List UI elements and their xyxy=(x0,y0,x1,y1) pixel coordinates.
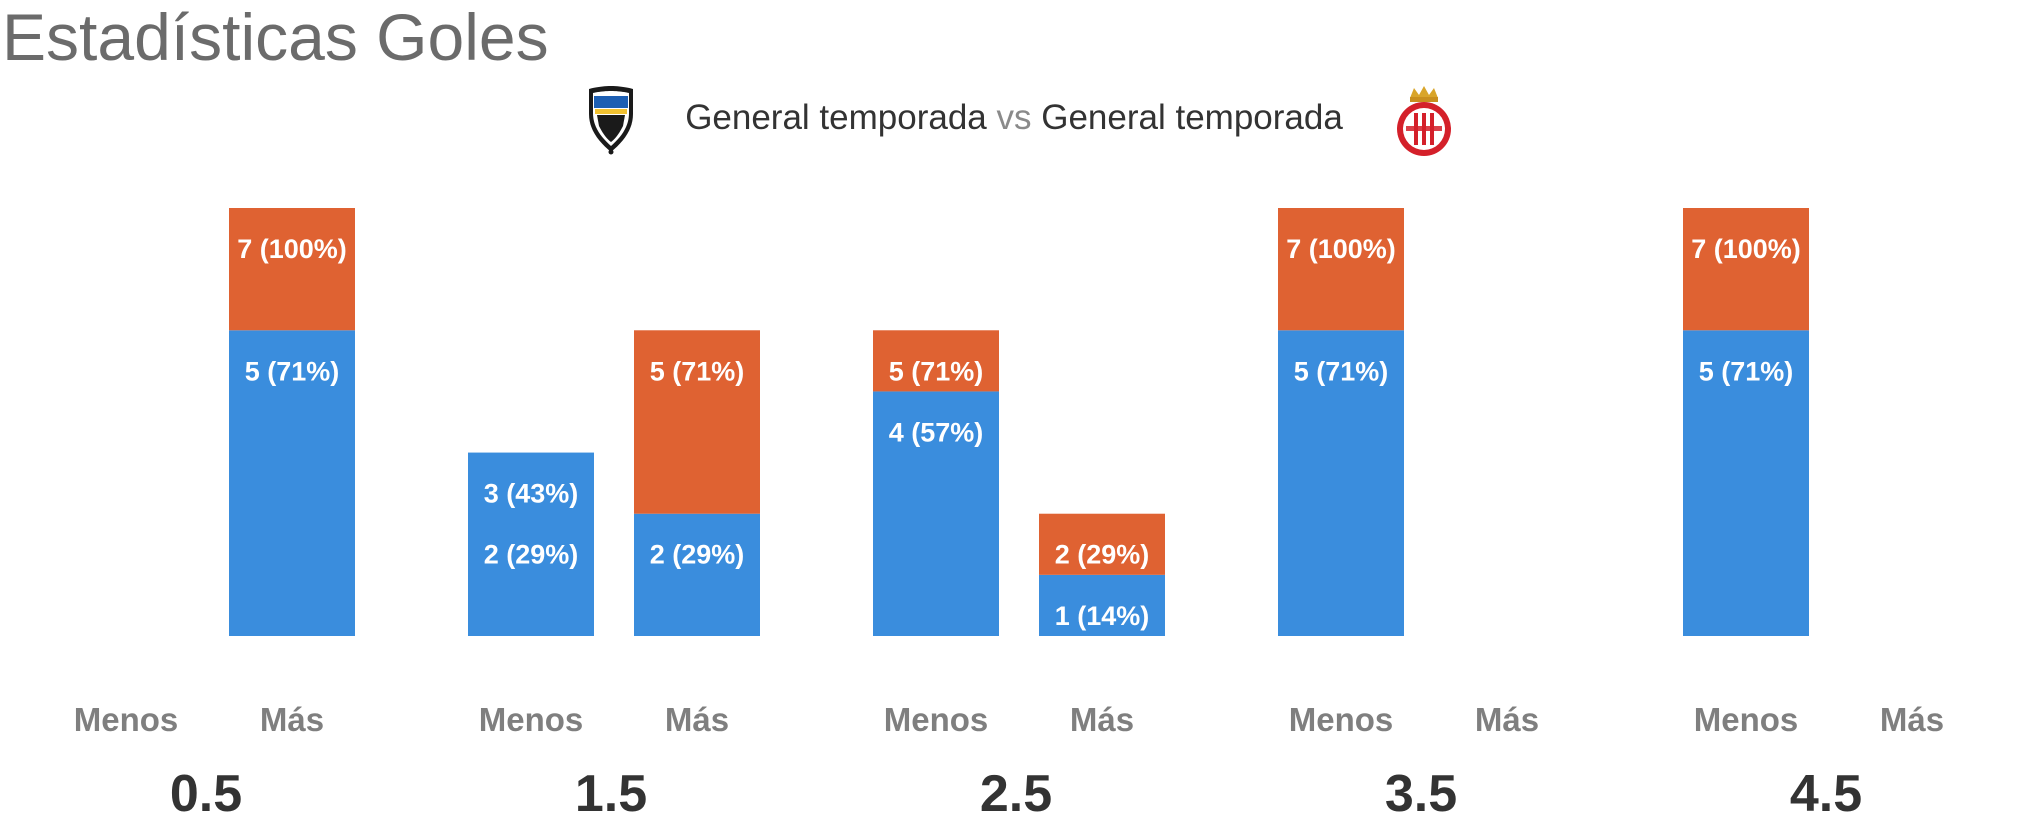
data-label-0.5-mas-home: 5 (71%) xyxy=(245,356,340,386)
threshold-label-3.5: 3.5 xyxy=(1385,765,1457,823)
category-label-0.5-mas: Más xyxy=(260,701,324,738)
bar-3.5-menos-away xyxy=(1278,208,1404,331)
data-label-1.5-menos-home: 3 (43%) xyxy=(484,479,579,509)
data-label-2.5-menos-away: 5 (71%) xyxy=(889,356,984,386)
data-label-2.5-menos-home: 4 (57%) xyxy=(889,417,984,447)
bar-2.5-mas-home xyxy=(1039,574,1165,636)
bar-1.5-mas-away xyxy=(634,330,760,514)
girona-fc-crest-icon xyxy=(1397,86,1451,156)
bar-2.5-menos-away xyxy=(873,330,999,392)
category-label-1.5-menos: Menos xyxy=(479,701,584,738)
data-label-2.5-mas-away: 2 (29%) xyxy=(1055,540,1150,570)
category-label-3.5-mas: Más xyxy=(1475,701,1539,738)
threshold-label-0.5: 0.5 xyxy=(170,765,242,823)
data-label-2.5-mas-home: 1 (14%) xyxy=(1055,601,1150,631)
category-label-0.5-menos: Menos xyxy=(74,701,179,738)
bar-2.5-menos-home xyxy=(873,391,999,636)
threshold-label-1.5: 1.5 xyxy=(575,765,647,823)
category-label-1.5-mas: Más xyxy=(665,701,729,738)
home-label: General temporada xyxy=(685,98,987,137)
data-label-1.5-menos-away: 2 (29%) xyxy=(484,540,579,570)
category-label-4.5-mas: Más xyxy=(1880,701,1944,738)
data-label-0.5-mas-away: 7 (100%) xyxy=(237,234,347,264)
category-label-2.5-menos: Menos xyxy=(884,701,989,738)
threshold-label-4.5: 4.5 xyxy=(1790,765,1862,823)
cd-castellon-crest-icon xyxy=(589,86,633,155)
category-label-3.5-menos: Menos xyxy=(1289,701,1394,738)
away-label: General temporada xyxy=(1041,98,1343,137)
vs-label: vs xyxy=(996,98,1032,137)
bar-0.5-mas-away xyxy=(229,208,355,331)
data-label-3.5-menos-home: 5 (71%) xyxy=(1294,356,1389,386)
data-label-1.5-mas-away: 5 (71%) xyxy=(650,356,745,386)
bar-4.5-menos-home xyxy=(1683,330,1809,636)
page-title: Estadísticas Goles xyxy=(2,0,549,74)
threshold-label-2.5: 2.5 xyxy=(980,765,1052,823)
data-label-3.5-menos-away: 7 (100%) xyxy=(1286,234,1396,264)
category-label-2.5-mas: Más xyxy=(1070,701,1134,738)
bar-1.5-mas-home xyxy=(634,513,760,636)
comparison-header: General temporada vs General temporada xyxy=(0,96,2028,140)
bar-2.5-mas-away xyxy=(1039,513,1165,575)
bar-4.5-menos-away xyxy=(1683,208,1809,331)
bar-3.5-menos-home xyxy=(1278,330,1404,636)
data-label-4.5-menos-away: 7 (100%) xyxy=(1691,234,1801,264)
bar-1.5-menos-home xyxy=(468,452,594,636)
bar-0.5-mas-home xyxy=(229,330,355,636)
category-label-4.5-menos: Menos xyxy=(1694,701,1799,738)
data-label-4.5-menos-home: 5 (71%) xyxy=(1699,356,1794,386)
data-label-1.5-mas-home: 2 (29%) xyxy=(650,540,745,570)
